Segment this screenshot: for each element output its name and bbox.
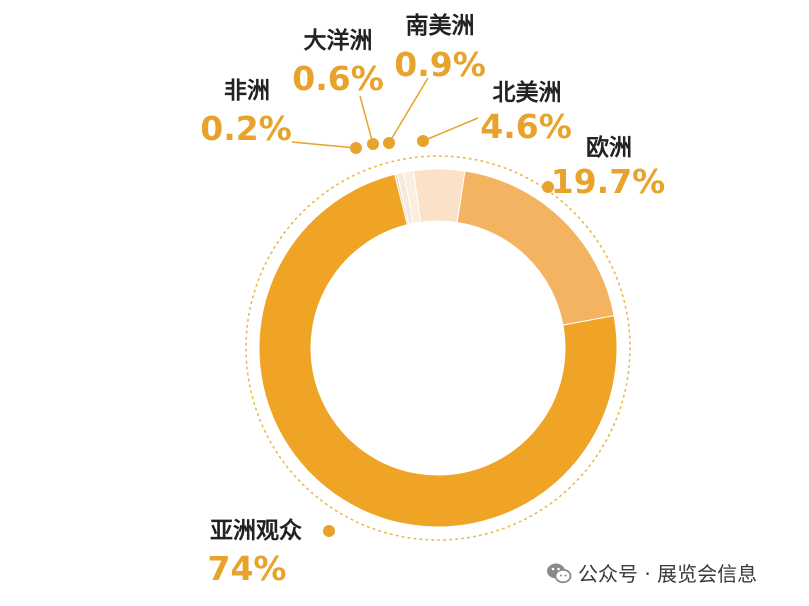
- slice-name-label: 北美洲: [493, 79, 562, 106]
- leader-line-3: [422, 117, 479, 142]
- slice-3: [412, 168, 466, 224]
- leader-line-0: [291, 141, 357, 149]
- slice-value-label: 0.2%: [200, 109, 292, 148]
- slice-name-label: 南美洲: [406, 12, 475, 39]
- slice-value-label: 0.9%: [394, 45, 486, 84]
- label-marker-1: [367, 138, 379, 150]
- slice-value-label: 0.6%: [292, 59, 384, 98]
- watermark-text: 公众号 · 展览会信息: [578, 562, 758, 586]
- slice-value-label: 19.7%: [551, 162, 666, 201]
- outer-dotted-ring: [245, 155, 631, 541]
- wechat-icon: [547, 563, 572, 583]
- label-marker-4: [542, 181, 554, 193]
- donut-slices: [258, 168, 618, 528]
- leader-line-2: [388, 77, 429, 144]
- leader-line-1: [359, 95, 374, 145]
- slice-name-label: 亚洲观众: [210, 518, 302, 544]
- slice-name-label: 欧洲: [586, 135, 632, 161]
- slice-name-label: 非洲: [224, 78, 270, 104]
- slice-value-label: 74%: [208, 549, 287, 588]
- watermark: 公众号 · 展览会信息: [546, 558, 757, 587]
- slice-5: [258, 173, 618, 528]
- label-marker-3: [417, 135, 429, 147]
- slice-name-label: 大洋洲: [304, 27, 373, 54]
- slice-value-label: 4.6%: [480, 107, 572, 146]
- label-marker-2: [383, 137, 395, 149]
- label-marker-0: [350, 142, 362, 154]
- label-marker-5: [323, 525, 335, 537]
